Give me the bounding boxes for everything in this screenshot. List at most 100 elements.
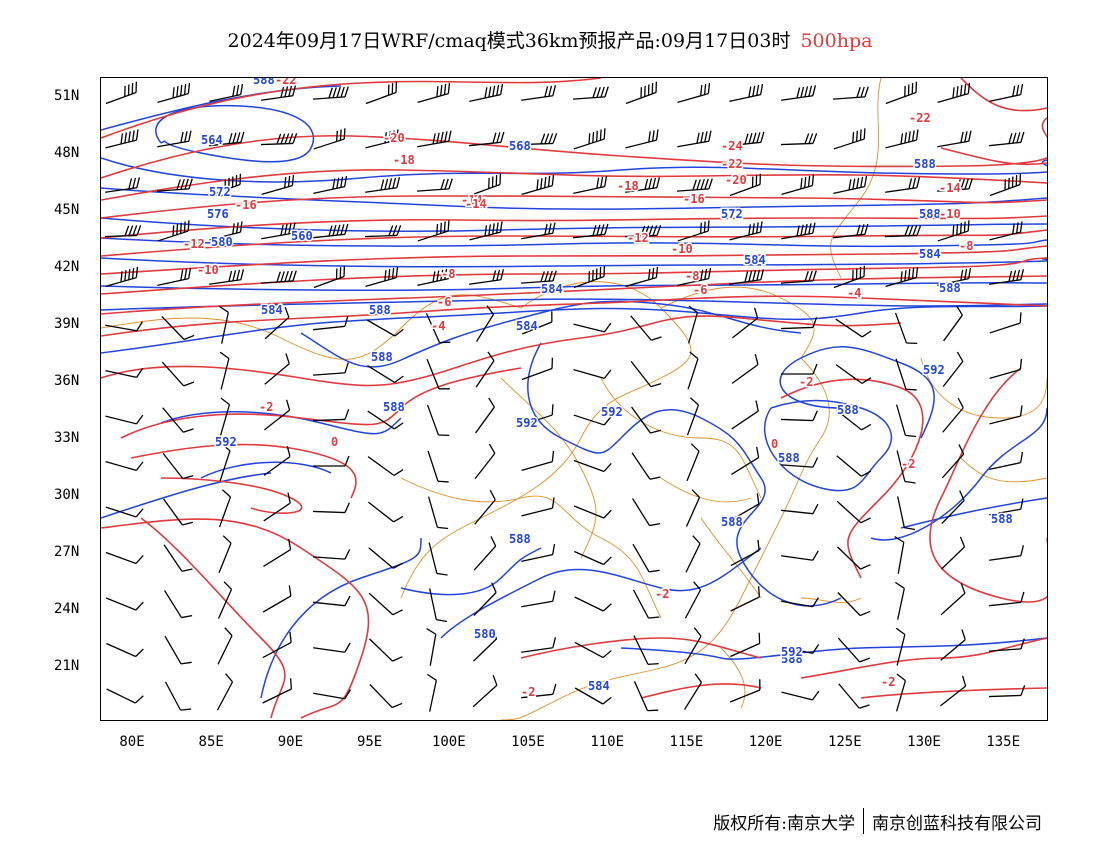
wind-barb-icon — [686, 443, 700, 482]
temperature-label: -22 — [721, 157, 743, 171]
border-line-13 — [960, 457, 1048, 483]
wind-barb-icon — [894, 536, 905, 574]
wind-barb-icon — [367, 456, 404, 476]
height-label: 588 — [837, 403, 859, 417]
temperature-contour-9 — [100, 295, 1048, 337]
temperature-label: -24 — [721, 139, 743, 153]
wind-barb-icon — [475, 397, 495, 434]
wind-barb-icon — [163, 544, 193, 572]
temperature-label: -12 — [627, 231, 649, 245]
lat-label-36N: 36N — [54, 373, 80, 389]
title-level: 500hpa — [800, 30, 873, 52]
wind-barb-icon — [263, 492, 291, 522]
wind-barb-icon — [521, 311, 553, 335]
height-label: 588 — [383, 400, 405, 414]
wind-barb-icon — [937, 82, 971, 104]
map-panel: 588 564 572 576 580 560 568 572 588 584 584 584 588 5… — [100, 72, 1056, 721]
height-contour-10 — [300, 300, 802, 368]
wind-barb-icon — [164, 681, 192, 711]
wind-barb-icon — [942, 351, 964, 388]
lat-label-48N: 48N — [54, 145, 80, 161]
wind-barb-icon — [895, 627, 906, 666]
lon-label-135E: 135E — [986, 734, 1021, 750]
wind-barb-icon — [896, 450, 916, 484]
wind-barb-icon — [731, 446, 760, 476]
wind-barb-icon — [369, 638, 403, 662]
wind-barb-icon — [730, 539, 760, 567]
lat-label-39N: 39N — [54, 316, 80, 332]
wind-barb-icon — [989, 451, 1024, 470]
wind-barb-icon — [684, 627, 702, 665]
temperature-label: -4 — [847, 286, 861, 300]
wind-barb-icon — [219, 397, 231, 436]
wind-barb-icon — [521, 450, 555, 472]
wind-barb-icon — [163, 590, 193, 619]
wind-barb-icon — [521, 543, 556, 562]
wind-barb-icon — [573, 322, 612, 333]
height-label: 588 — [778, 451, 800, 465]
height-contour-22 — [900, 497, 1048, 529]
wind-barb-icon — [217, 581, 233, 619]
border-line-12 — [920, 357, 1048, 419]
temperature-contour-7 — [100, 257, 1048, 295]
wind-barb-icon — [469, 131, 505, 147]
copyright-credit: 版权所有:南京大学 南京创蓝科技有限公司 — [713, 808, 1042, 834]
wind-barb-icon — [313, 642, 351, 653]
wind-barb-icon — [677, 130, 712, 148]
wind-barb-icon — [884, 225, 922, 238]
wind-barb-icon — [941, 490, 965, 524]
wind-barb-icon — [781, 85, 817, 101]
wind-barb-icon — [835, 364, 872, 384]
wind-barb-icon — [633, 681, 659, 712]
wind-barb-icon — [632, 543, 660, 573]
wind-barb-icon — [161, 316, 195, 341]
wind-barb-icon — [263, 445, 291, 476]
wind-barb-icon — [988, 685, 1026, 698]
credit-owner: 版权所有:南京大学 — [713, 813, 855, 834]
wind-barb-icon — [520, 270, 557, 284]
wind-barb-icon — [895, 358, 917, 391]
temperature-label: -20 — [725, 173, 747, 187]
border-line-6 — [830, 77, 882, 279]
height-label: 588 — [781, 652, 803, 666]
height-contour-16 — [764, 399, 892, 492]
wind-barb-icon — [417, 82, 451, 104]
temperature-label: -6 — [437, 295, 451, 309]
lat-label-42N: 42N — [54, 259, 80, 275]
temperature-contour-10 — [100, 315, 902, 387]
lon-label-100E: 100E — [431, 734, 466, 750]
wind-barb-icon — [157, 267, 192, 286]
temperature-contour-21 — [860, 687, 1048, 699]
lat-label-27N: 27N — [54, 544, 80, 560]
wind-barb-icon — [729, 83, 764, 102]
wind-barb-icon — [105, 129, 139, 149]
border-line-10 — [660, 477, 752, 503]
temperature-contour-12 — [130, 443, 357, 499]
wind-barb-icon — [989, 591, 1025, 607]
wind-barb-icon — [474, 443, 496, 480]
credit-separator — [863, 808, 864, 834]
wind-barb-icon — [157, 82, 191, 104]
wind-barb-icon — [106, 642, 144, 658]
wind-barb-icon — [988, 638, 1025, 652]
wind-barb-icon — [104, 225, 142, 238]
wind-barb-icon — [943, 305, 963, 342]
wind-barb-icon — [521, 497, 555, 517]
height-contour-17 — [870, 407, 1048, 541]
wind-barb-icon — [625, 177, 661, 193]
height-contour-20 — [440, 547, 762, 639]
wind-barb-icon — [368, 547, 404, 569]
wind-barb-icon — [937, 220, 970, 242]
wind-barb-icon — [216, 673, 234, 711]
temperature-contour-16 — [520, 637, 762, 659]
wind-barb-icon — [885, 129, 919, 149]
wind-barb-icon — [219, 351, 230, 390]
temperature-label: -12 — [183, 237, 205, 251]
wind-barb-icon — [312, 409, 350, 422]
temperature-contour-4 — [100, 215, 1048, 239]
temperature-contour-20 — [800, 637, 1048, 679]
lon-label-90E: 90E — [277, 734, 304, 750]
wind-barb-icon — [365, 129, 399, 149]
height-label: 584 — [919, 247, 941, 261]
wind-barb-icon — [686, 397, 700, 436]
